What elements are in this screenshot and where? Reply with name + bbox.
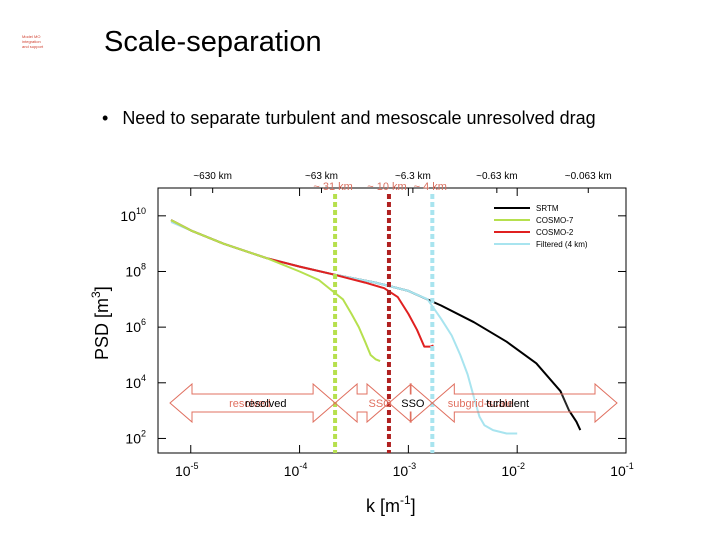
legend-label: Filtered (4 km) [536, 240, 588, 249]
bullet-dot: • [102, 108, 109, 128]
y-tick-label: 1010 [120, 206, 146, 224]
logo-line: integration [22, 39, 41, 44]
y-tick-label: 104 [125, 373, 146, 391]
legend-label: COSMO-7 [536, 216, 574, 225]
y-tick-label: 106 [125, 317, 146, 335]
legend: SRTM COSMO-7 COSMO-2 Filtered (4 km) [494, 204, 588, 249]
x-axis-label: k [m-1] [366, 493, 416, 516]
series-line [170, 219, 381, 363]
institution-logo: Model MO integration and support [22, 34, 66, 49]
x-tick-label: 10-3 [393, 461, 417, 479]
top-axis-label: ~0.63 km [476, 171, 517, 182]
logo-line: and support [22, 44, 44, 49]
top-axis-label: ~0.063 km [565, 171, 612, 182]
range-arrow [431, 382, 618, 424]
top-axis-label: ~6.3 km [395, 171, 431, 182]
bullet-point: • Need to separate turbulent and mesoscal… [102, 108, 596, 129]
top-axis-labels: ~630 km ~63 km ~6.3 km ~0.63 km ~0.063 km [193, 171, 612, 193]
range-label: subgrid-scale [448, 398, 513, 410]
separation-label: ~ 10 km [367, 181, 406, 193]
range-label: SSO [401, 398, 425, 410]
range-label: turbulent [486, 398, 529, 410]
y-tick-label: 108 [125, 261, 146, 279]
separation-label: ~ 4 km [414, 181, 447, 193]
y-tick-label: 102 [125, 428, 146, 446]
logo-line: Model MO [22, 34, 41, 39]
x-tick-label: 10-1 [610, 461, 634, 479]
series-lines [170, 219, 582, 435]
x-tick-label: 10-5 [175, 461, 199, 479]
range-label: resolved [245, 398, 287, 410]
x-axis-ticks: 10-5 10-4 10-3 10-2 10-1 [175, 188, 634, 479]
top-axis-label: ~630 km [193, 171, 232, 182]
plot-frame [157, 187, 627, 454]
x-tick-label: 10-4 [284, 461, 308, 479]
x-tick-label: 10-2 [501, 461, 525, 479]
y-axis-label: PSD [m3] [89, 286, 112, 360]
range-label: resolved [229, 398, 271, 410]
y-axis-ticks: 102 104 106 108 1010 [120, 206, 626, 446]
top-axis-label: ~63 km [305, 171, 338, 182]
scale-separation-lines: ~ 31 km ~ 10 km ~ 4 km [313, 181, 447, 453]
bullet-text: Need to separate turbulent and mesoscale… [122, 108, 596, 128]
legend-label: COSMO-2 [536, 228, 574, 237]
slide-title: Scale-separation [104, 26, 322, 58]
legend-label: SRTM [536, 204, 559, 213]
range-label: SSO [368, 398, 392, 410]
separation-label: ~ 31 km [313, 181, 352, 193]
